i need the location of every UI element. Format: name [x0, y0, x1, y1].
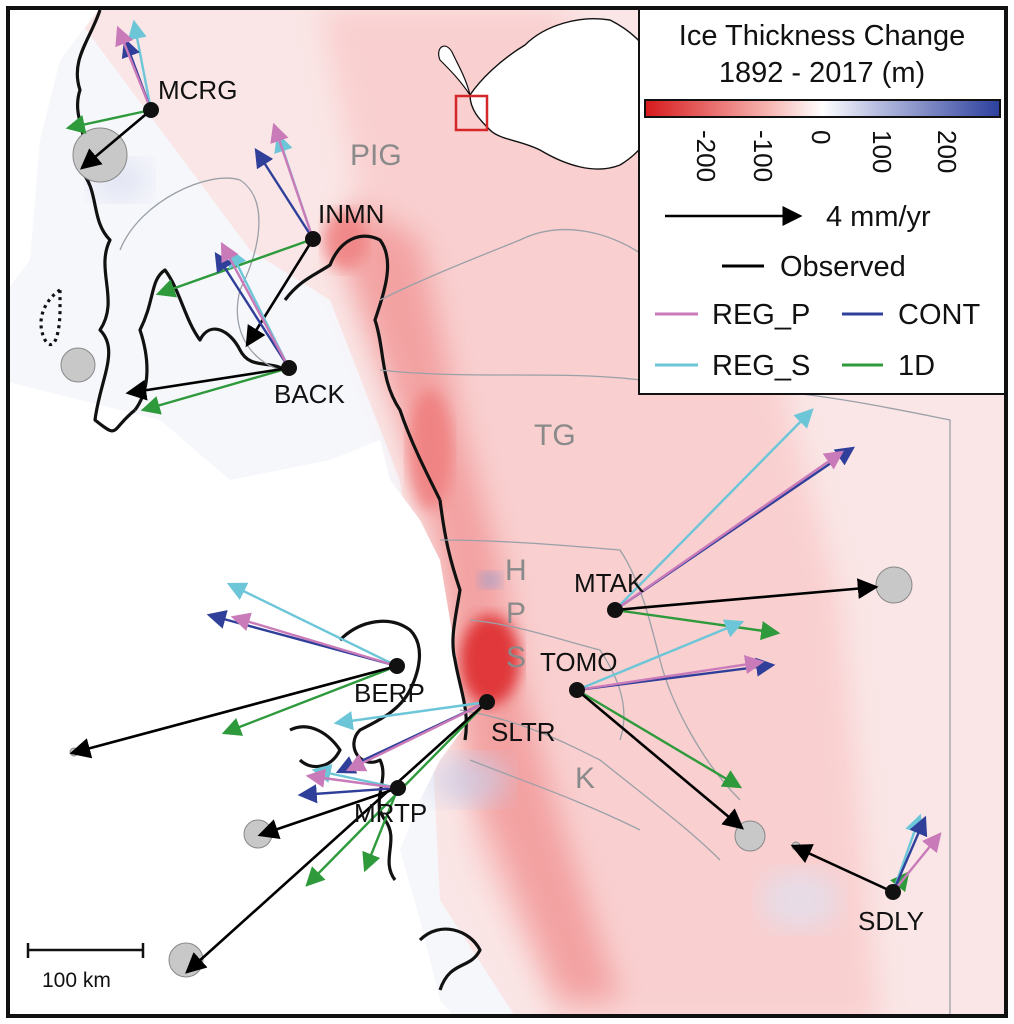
vector-scale-label: 4 mm/yr [826, 201, 931, 233]
legend-label-cont: CONT [898, 299, 980, 331]
colorbar-tick: 0 [806, 130, 836, 144]
legend-label-observed: Observed [780, 251, 906, 283]
basin-label-p: P [506, 597, 526, 630]
vector-reg_p-sltr [345, 700, 488, 772]
vector-observed-sdly [790, 844, 894, 894]
vector-observed-mrtp [257, 786, 399, 839]
legend: Ice Thickness Change 1892 - 2017 (m) -20… [638, 7, 1007, 395]
basin-label-k: K [575, 762, 595, 795]
vector-observed-berp [69, 664, 398, 759]
legend-label-1d: 1D [898, 350, 935, 382]
vector-reg_p-mrtp [305, 768, 399, 790]
station-marker-berp [389, 658, 405, 674]
legend-title-line2: 1892 - 2017 (m) [719, 57, 925, 89]
vector-one_d-tomo [576, 688, 743, 789]
station-label-berp: BERP [354, 678, 425, 708]
vector-one_d-mrtp [362, 787, 400, 873]
scale-bar: 100 km [26, 943, 145, 992]
coastline [39, 9, 482, 991]
legend-label-reg-p: REG_P [712, 299, 810, 331]
vector-reg_s-tomo [576, 619, 745, 692]
inset-location-box [454, 94, 489, 132]
vector-reg_p-tomo [576, 655, 765, 692]
vector-observed-back [125, 366, 290, 401]
vector-one_d-back [140, 366, 290, 415]
station-label-sdly: SDLY [858, 906, 924, 936]
vector-reg_p-inmn [270, 122, 315, 240]
basin-label-tg: TG [534, 419, 576, 452]
vector-reg_p-mtak [614, 450, 844, 611]
colorbar [644, 99, 1001, 118]
vector-observed-mcrg [80, 109, 152, 170]
colorbar-tick: -100 [748, 130, 778, 182]
basin-label-h: H [505, 554, 527, 587]
station-marker-tomo [569, 682, 585, 698]
vector-reg_p-back [220, 241, 291, 369]
station-label-tomo: TOMO [540, 647, 618, 677]
vector-reg_s-mcrg [127, 19, 153, 111]
scale-bar-label: 100 km [42, 969, 111, 992]
vector-observed-inmn [245, 238, 315, 348]
vector-reg_s-sltr [333, 700, 488, 731]
vector-layer [65, 19, 942, 974]
colorbar-tick: -200 [691, 130, 721, 182]
ocean-area-north [8, 8, 100, 290]
colorbar-tick: 200 [932, 130, 962, 173]
vector-cont-mrtp [297, 784, 399, 804]
legend-title-line1: Ice Thickness Change [679, 20, 965, 52]
station-marker-sdly [885, 884, 901, 900]
station-label-back: BACK [274, 379, 345, 409]
station-marker-sltr [479, 694, 495, 710]
station-marker-back [281, 360, 297, 376]
station-marker-mrtp [390, 780, 406, 796]
vector-reg_p-mcrg [115, 25, 153, 111]
vector-reg_p-sdly [892, 832, 942, 893]
station-label-sltr: SLTR [491, 717, 556, 747]
vector-one_d-mtak [614, 608, 781, 641]
station-label-mcrg: MCRG [158, 75, 237, 105]
vector-cont-back [214, 251, 291, 369]
inset-antarctica-map [438, 18, 666, 170]
vector-reg_p-berp [230, 612, 398, 668]
station-marker-mcrg [143, 102, 159, 118]
ocean-area [8, 382, 470, 1016]
vector-reg_s-mtak [614, 408, 814, 611]
colorbar-ticks: -200 -100 0 100 200 [691, 130, 962, 182]
station-label-mtak: MTAK [574, 568, 645, 598]
vector-one_d-mcrg [65, 108, 152, 134]
vector-observed-tomo [576, 689, 744, 830]
station-marker-mtak [607, 602, 623, 618]
vector-cont-inmn [254, 147, 315, 240]
legend-label-reg-s: REG_S [712, 350, 810, 382]
vector-reg_s-berp [226, 582, 398, 668]
station-layer [143, 102, 901, 900]
vector-cont-sdly [891, 815, 928, 893]
legend-box [638, 7, 1007, 395]
colorbar-tick: 100 [867, 130, 897, 173]
basin-label-s: S [506, 641, 526, 674]
map-frame [6, 6, 1008, 1018]
station-label-inmn: INMN [318, 199, 384, 229]
vector-observed-mtak [614, 578, 879, 612]
vector-one_d-berp [221, 664, 398, 736]
vector-observed-sltr [185, 701, 488, 974]
basin-label-pig: PIG [350, 139, 402, 172]
station-label-mrtp: MRTP [354, 798, 427, 828]
station-marker-inmn [305, 231, 321, 247]
